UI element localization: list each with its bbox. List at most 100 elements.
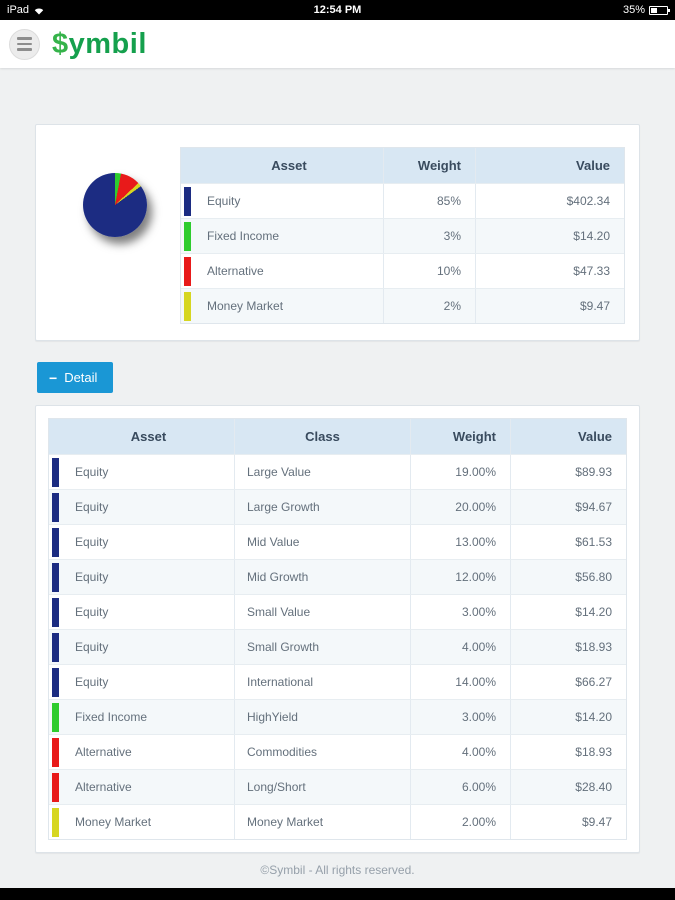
detail-toggle-label: Detail: [64, 370, 98, 385]
detail-toggle-button[interactable]: − Detail: [37, 362, 114, 393]
pie-chart-area: [50, 147, 180, 324]
summary-col-asset: Asset: [195, 148, 384, 183]
asset-color-chip: [184, 256, 191, 286]
detail-table-body: Equity Large Value 19.00% $89.93 Equity …: [49, 454, 626, 839]
detail-table-row: Money Market Money Market 2.00% $9.47: [49, 804, 626, 839]
weight-cell: 6.00%: [411, 770, 511, 804]
asset-color-chip: [52, 597, 59, 627]
class-cell: Money Market: [235, 805, 411, 839]
class-cell: Large Growth: [235, 490, 411, 524]
summary-table-row: Money Market 2% $9.47: [181, 288, 624, 323]
weight-cell: 19.00%: [411, 455, 511, 489]
weight-cell: 12.00%: [411, 560, 511, 594]
value-cell: $61.53: [575, 535, 612, 549]
detail-col-class: Class: [235, 419, 411, 454]
asset-color-chip: [52, 457, 59, 487]
detail-card: Asset Class Weight Value Equity Large Va…: [35, 405, 640, 853]
asset-cell: Money Market: [63, 805, 235, 839]
weight-cell: 13.00%: [411, 525, 511, 559]
detail-col-asset: Asset: [63, 419, 235, 454]
summary-col-value: Value: [576, 158, 610, 173]
class-cell: Commodities: [235, 735, 411, 769]
detail-table: Asset Class Weight Value Equity Large Va…: [48, 418, 627, 840]
detail-table-row: Fixed Income HighYield 3.00% $14.20: [49, 699, 626, 734]
app-logo: $ymbil: [52, 28, 147, 61]
asset-color-chip: [52, 737, 59, 767]
summary-card: Asset Weight Value Equity 85% $402.34: [35, 124, 640, 341]
asset-cell: Equity: [63, 665, 235, 699]
summary-table-row: Alternative 10% $47.33: [181, 253, 624, 288]
detail-col-value: Value: [578, 429, 612, 444]
weight-cell: 20.00%: [411, 490, 511, 524]
summary-table-row: Fixed Income 3% $14.20: [181, 218, 624, 253]
asset-cell: Alternative: [195, 254, 384, 288]
value-cell: $14.20: [573, 229, 610, 243]
class-cell: International: [235, 665, 411, 699]
weight-cell: 3.00%: [411, 595, 511, 629]
weight-cell: 14.00%: [411, 665, 511, 699]
class-cell: HighYield: [235, 700, 411, 734]
detail-table-header: Asset Class Weight Value: [49, 419, 626, 454]
asset-cell: Equity: [63, 630, 235, 664]
main-content: Asset Weight Value Equity 85% $402.34: [0, 68, 675, 877]
class-cell: Large Value: [235, 455, 411, 489]
asset-color-chip: [52, 527, 59, 557]
summary-table: Asset Weight Value Equity 85% $402.34: [180, 147, 625, 324]
weight-cell: 2.00%: [411, 805, 511, 839]
detail-table-row: Equity Mid Value 13.00% $61.53: [49, 524, 626, 559]
asset-color-chip: [52, 562, 59, 592]
asset-color-chip: [52, 667, 59, 697]
value-cell: $18.93: [575, 640, 612, 654]
logo-text: ymbil: [68, 27, 147, 60]
asset-color-chip: [52, 807, 59, 837]
asset-cell: Equity: [63, 455, 235, 489]
weight-cell: 85%: [384, 184, 476, 218]
value-cell: $56.80: [575, 570, 612, 584]
device-label: iPad: [7, 4, 30, 16]
asset-cell: Fixed Income: [195, 219, 384, 253]
value-cell: $14.20: [575, 710, 612, 724]
asset-cell: Equity: [195, 184, 384, 218]
value-cell: $14.20: [575, 605, 612, 619]
asset-cell: Alternative: [63, 735, 235, 769]
value-cell: $66.27: [575, 675, 612, 689]
value-cell: $28.40: [575, 780, 612, 794]
footer-copyright: ©Symbil - All rights reserved.: [260, 863, 415, 877]
value-cell: $9.47: [579, 299, 610, 313]
asset-cell: Equity: [63, 525, 235, 559]
app-header: $ymbil: [0, 20, 675, 68]
detail-table-row: Alternative Commodities 4.00% $18.93: [49, 734, 626, 769]
asset-color-chip: [52, 772, 59, 802]
battery-icon: [649, 5, 671, 15]
detail-table-row: Equity Small Value 3.00% $14.20: [49, 594, 626, 629]
collapse-minus-icon: −: [49, 369, 58, 386]
wifi-icon: [34, 8, 44, 15]
asset-color-chip: [52, 702, 59, 732]
hamburger-menu-button[interactable]: [9, 28, 40, 60]
asset-color-chip: [184, 186, 191, 216]
weight-cell: 2%: [384, 289, 476, 323]
logo-dollar: $: [52, 27, 69, 60]
detail-col-weight: Weight: [411, 419, 511, 454]
class-cell: Small Growth: [235, 630, 411, 664]
asset-cell: Equity: [63, 560, 235, 594]
hamburger-menu-icon: [17, 37, 32, 40]
status-time: 12:54 PM: [313, 4, 362, 16]
summary-table-row: Equity 85% $402.34: [181, 183, 624, 218]
detail-table-row: Equity Large Value 19.00% $89.93: [49, 454, 626, 489]
detail-table-row: Equity Large Growth 20.00% $94.67: [49, 489, 626, 524]
asset-color-chip: [52, 632, 59, 662]
value-cell: $18.93: [575, 745, 612, 759]
class-cell: Small Value: [235, 595, 411, 629]
summary-table-header: Asset Weight Value: [181, 148, 624, 183]
value-cell: $9.47: [581, 815, 612, 829]
class-cell: Mid Growth: [235, 560, 411, 594]
status-bar: iPad 12:54 PM 35%: [0, 0, 675, 20]
summary-col-weight: Weight: [384, 148, 476, 183]
class-cell: Mid Value: [235, 525, 411, 559]
detail-table-row: Equity International 14.00% $66.27: [49, 664, 626, 699]
value-cell: $47.33: [573, 264, 610, 278]
asset-cell: Equity: [63, 490, 235, 524]
asset-color-chip: [184, 291, 191, 321]
